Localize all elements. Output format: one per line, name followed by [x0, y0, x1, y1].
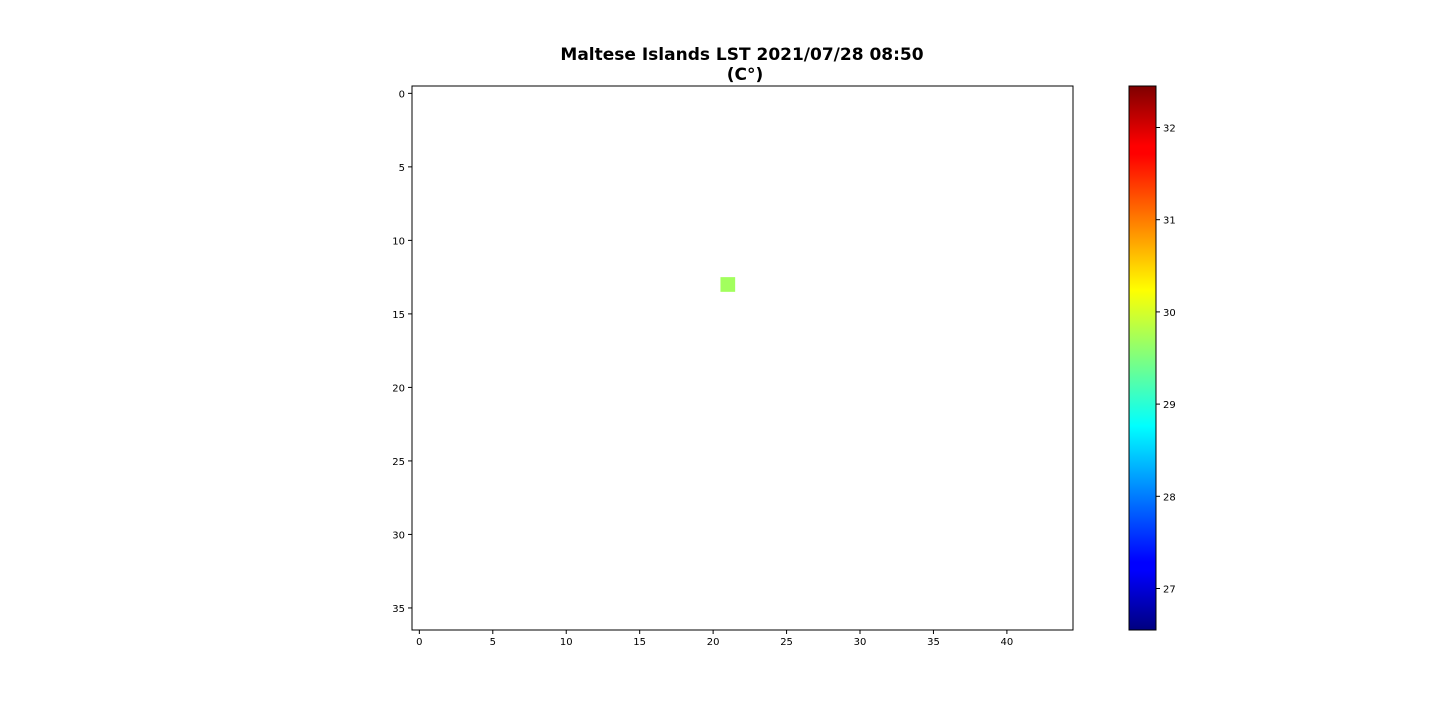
- colorbar-frame: [1128, 85, 1157, 631]
- x-tick-label: 35: [927, 637, 940, 648]
- x-tick-label: 25: [780, 637, 793, 648]
- colorbar-tick-label: 30: [1163, 308, 1176, 319]
- colorbar-gradient: [1129, 86, 1156, 630]
- y-tick-label: 5: [399, 163, 405, 174]
- y-tick-label: 25: [392, 457, 405, 468]
- plot-frame: [411, 85, 1074, 631]
- y-tick-label: 35: [392, 604, 405, 615]
- plot-background: [412, 86, 1073, 630]
- x-tick-label: 10: [560, 637, 573, 648]
- colorbar-tick-label: 29: [1163, 400, 1176, 411]
- chart-title-unit: (C°): [727, 65, 764, 85]
- y-tick-label: 30: [392, 530, 405, 541]
- heatmap-cells: [720, 277, 736, 292]
- y-tick-label: 20: [392, 383, 405, 394]
- x-tick-label: 20: [707, 637, 720, 648]
- x-tick-label: 30: [854, 637, 867, 648]
- x-tick-label: 15: [633, 637, 646, 648]
- colorbar-tick-label: 32: [1163, 123, 1176, 134]
- colorbar-ticks: 27 28 29 30 31 32: [1156, 123, 1176, 596]
- x-tick-label: 0: [416, 637, 422, 648]
- y-axis: 0 5 10 15 20 25 30 35: [392, 89, 412, 615]
- colorbar: 27 28 29 30 31 32: [1128, 85, 1176, 631]
- x-tick-label: 5: [490, 637, 496, 648]
- heatmap-cell: [720, 277, 736, 292]
- plot-area: 0 5 10 15 20 25 30 35 40 0 5 10 15 20 25 30 35: [392, 85, 1074, 648]
- colorbar-tick-label: 28: [1163, 492, 1176, 503]
- colorbar-tick-label: 27: [1163, 585, 1176, 596]
- x-tick-label: 40: [1001, 637, 1014, 648]
- y-tick-label: 10: [392, 236, 405, 247]
- y-tick-label: 15: [392, 310, 405, 321]
- colorbar-tick-label: 31: [1163, 216, 1176, 227]
- chart-title: Maltese Islands LST 2021/07/28 08:50: [560, 45, 923, 65]
- y-tick-label: 0: [399, 89, 405, 100]
- x-axis: 0 5 10 15 20 25 30 35 40: [416, 630, 1013, 648]
